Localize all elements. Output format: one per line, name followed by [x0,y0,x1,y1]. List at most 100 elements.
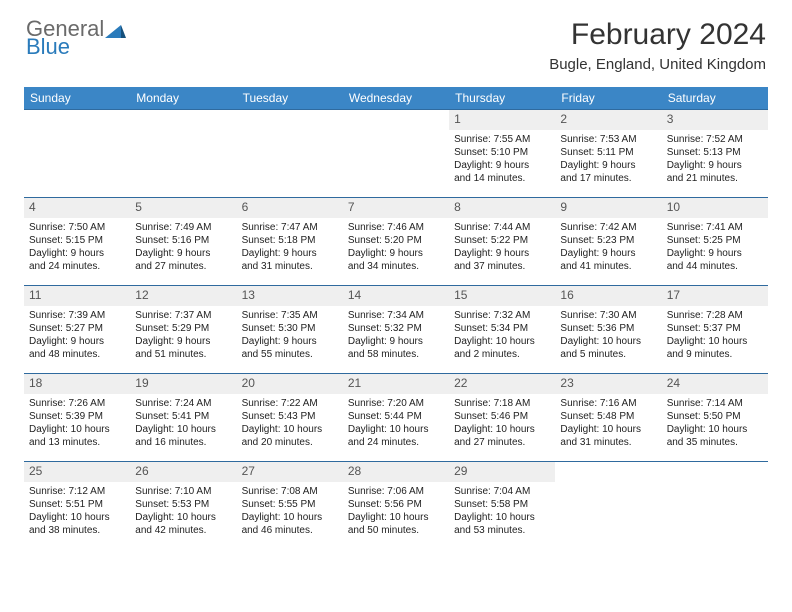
day-number: 12 [130,286,236,306]
daylight-text: and 31 minutes. [242,260,338,273]
sunrise-text: Sunrise: 7:10 AM [135,485,231,498]
daylight-text: Daylight: 9 hours [242,335,338,348]
sunrise-text: Sunrise: 7:47 AM [242,221,338,234]
day-number: 2 [555,110,661,130]
header: GeneralBlue February 2024 Bugle, England… [0,0,792,79]
sunset-text: Sunset: 5:55 PM [242,498,338,511]
day-cell [343,110,449,198]
day-header: Tuesday [237,87,343,110]
daylight-text: and 16 minutes. [135,436,231,449]
day-header: Sunday [24,87,130,110]
day-number: 22 [449,374,555,394]
sunrise-text: Sunrise: 7:32 AM [454,309,550,322]
week-row: 25Sunrise: 7:12 AMSunset: 5:51 PMDayligh… [24,462,768,550]
day-cell: 6Sunrise: 7:47 AMSunset: 5:18 PMDaylight… [237,198,343,286]
daylight-text: and 27 minutes. [454,436,550,449]
sunset-text: Sunset: 5:16 PM [135,234,231,247]
sunset-text: Sunset: 5:18 PM [242,234,338,247]
daylight-text: Daylight: 10 hours [560,335,656,348]
daylight-text: and 48 minutes. [29,348,125,361]
daylight-text: and 46 minutes. [242,524,338,537]
day-header: Thursday [449,87,555,110]
sunrise-text: Sunrise: 7:28 AM [667,309,763,322]
sunset-text: Sunset: 5:39 PM [29,410,125,423]
sunset-text: Sunset: 5:44 PM [348,410,444,423]
day-number: 13 [237,286,343,306]
sunrise-text: Sunrise: 7:52 AM [667,133,763,146]
day-cell: 25Sunrise: 7:12 AMSunset: 5:51 PMDayligh… [24,462,130,550]
day-header-row: Sunday Monday Tuesday Wednesday Thursday… [24,87,768,110]
daylight-text: Daylight: 9 hours [667,247,763,260]
day-number: 15 [449,286,555,306]
daylight-text: Daylight: 9 hours [560,159,656,172]
day-cell: 3Sunrise: 7:52 AMSunset: 5:13 PMDaylight… [662,110,768,198]
day-cell: 15Sunrise: 7:32 AMSunset: 5:34 PMDayligh… [449,286,555,374]
sunset-text: Sunset: 5:15 PM [29,234,125,247]
day-cell [24,110,130,198]
day-cell: 29Sunrise: 7:04 AMSunset: 5:58 PMDayligh… [449,462,555,550]
daylight-text: and 44 minutes. [667,260,763,273]
daylight-text: Daylight: 10 hours [29,423,125,436]
daylight-text: Daylight: 10 hours [667,335,763,348]
sunrise-text: Sunrise: 7:41 AM [667,221,763,234]
daylight-text: Daylight: 9 hours [242,247,338,260]
daylight-text: Daylight: 9 hours [348,335,444,348]
daylight-text: and 24 minutes. [29,260,125,273]
day-number: 5 [130,198,236,218]
sunrise-text: Sunrise: 7:14 AM [667,397,763,410]
daylight-text: and 38 minutes. [29,524,125,537]
daylight-text: Daylight: 9 hours [560,247,656,260]
logo-text-blue: Blue [26,36,127,58]
sunset-text: Sunset: 5:58 PM [454,498,550,511]
day-cell: 21Sunrise: 7:20 AMSunset: 5:44 PMDayligh… [343,374,449,462]
day-number: 26 [130,462,236,482]
daylight-text: and 21 minutes. [667,172,763,185]
day-cell: 9Sunrise: 7:42 AMSunset: 5:23 PMDaylight… [555,198,661,286]
sunset-text: Sunset: 5:37 PM [667,322,763,335]
day-header: Friday [555,87,661,110]
daylight-text: Daylight: 10 hours [454,335,550,348]
sunrise-text: Sunrise: 7:26 AM [29,397,125,410]
daylight-text: Daylight: 9 hours [667,159,763,172]
daylight-text: Daylight: 10 hours [454,511,550,524]
day-cell: 18Sunrise: 7:26 AMSunset: 5:39 PMDayligh… [24,374,130,462]
sunrise-text: Sunrise: 7:34 AM [348,309,444,322]
sunset-text: Sunset: 5:23 PM [560,234,656,247]
daylight-text: and 50 minutes. [348,524,444,537]
day-number: 1 [449,110,555,130]
daylight-text: and 35 minutes. [667,436,763,449]
sunset-text: Sunset: 5:11 PM [560,146,656,159]
daylight-text: Daylight: 10 hours [560,423,656,436]
sunrise-text: Sunrise: 7:24 AM [135,397,231,410]
daylight-text: Daylight: 9 hours [135,247,231,260]
sunset-text: Sunset: 5:46 PM [454,410,550,423]
daylight-text: and 34 minutes. [348,260,444,273]
day-cell: 4Sunrise: 7:50 AMSunset: 5:15 PMDaylight… [24,198,130,286]
sunrise-text: Sunrise: 7:37 AM [135,309,231,322]
day-cell: 11Sunrise: 7:39 AMSunset: 5:27 PMDayligh… [24,286,130,374]
daylight-text: and 13 minutes. [29,436,125,449]
day-number: 11 [24,286,130,306]
day-number: 19 [130,374,236,394]
day-number: 23 [555,374,661,394]
week-row: 4Sunrise: 7:50 AMSunset: 5:15 PMDaylight… [24,198,768,286]
daylight-text: and 31 minutes. [560,436,656,449]
daylight-text: and 2 minutes. [454,348,550,361]
sunset-text: Sunset: 5:10 PM [454,146,550,159]
sunset-text: Sunset: 5:48 PM [560,410,656,423]
sunrise-text: Sunrise: 7:16 AM [560,397,656,410]
day-cell: 13Sunrise: 7:35 AMSunset: 5:30 PMDayligh… [237,286,343,374]
daylight-text: Daylight: 10 hours [29,511,125,524]
day-header: Saturday [662,87,768,110]
calendar-table: Sunday Monday Tuesday Wednesday Thursday… [24,87,768,550]
daylight-text: and 9 minutes. [667,348,763,361]
sunrise-text: Sunrise: 7:20 AM [348,397,444,410]
day-number: 10 [662,198,768,218]
sunset-text: Sunset: 5:30 PM [242,322,338,335]
sunset-text: Sunset: 5:25 PM [667,234,763,247]
daylight-text: Daylight: 9 hours [135,335,231,348]
location: Bugle, England, United Kingdom [549,56,766,73]
day-number: 8 [449,198,555,218]
day-cell: 20Sunrise: 7:22 AMSunset: 5:43 PMDayligh… [237,374,343,462]
week-row: 11Sunrise: 7:39 AMSunset: 5:27 PMDayligh… [24,286,768,374]
